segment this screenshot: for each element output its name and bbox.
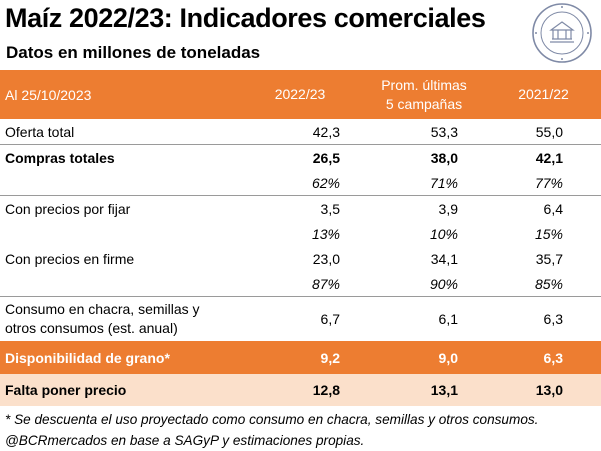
table-row-disponibilidad: Disponibilidad de grano* 9,2 9,0 6,3 (0, 341, 601, 374)
page-subtitle: Datos en millones de toneladas (6, 43, 261, 62)
table-row-firme-pct: 87% 90% 85% (0, 271, 601, 297)
table-row-falta-precio: Falta poner precio 12,8 13,1 13,0 (0, 374, 601, 406)
table-row-oferta: Oferta total 42,3 53,3 55,0 (0, 119, 601, 145)
table-row-fijar: Con precios por fijar 3,5 3,9 6,4 (5, 200, 563, 217)
table-row-compras-pct: 62% 71% 77% (0, 170, 601, 196)
table-row-fijar-pct: 13% 10% 15% (311, 225, 563, 242)
page-title: Maíz 2022/23: Indicadores comerciales (5, 3, 486, 33)
col-header-prom: Prom. últimas 5 campañas (362, 70, 486, 119)
col-header-2022-23: 2022/23 (238, 70, 362, 119)
date-label: Al 25/10/2023 (0, 70, 238, 119)
col-header-2021-22: 2021/22 (486, 70, 601, 119)
bolsa-de-comercio-seal-icon (532, 3, 592, 63)
footnote: * Se descuenta el uso proyectado como co… (5, 409, 538, 451)
indicators-table: Al 25/10/2023 2022/23 Prom. últimas 5 cam… (0, 70, 601, 406)
table-row-compras: Compras totales 26,5 38,0 42,1 (5, 149, 563, 166)
footnote-line-1: * Se descuenta el uso proyectado como co… (5, 412, 539, 427)
table-row-firme: Con precios en firme 23,0 34,1 35,7 (5, 250, 563, 267)
table-header-row: Al 25/10/2023 2022/23 Prom. últimas 5 cam… (0, 70, 601, 119)
footnote-source: @BCRmercados en base a SAGyP y estimacio… (5, 433, 365, 448)
table-row-consumo: Consumo en chacra, semillas y otros consu… (5, 301, 563, 336)
